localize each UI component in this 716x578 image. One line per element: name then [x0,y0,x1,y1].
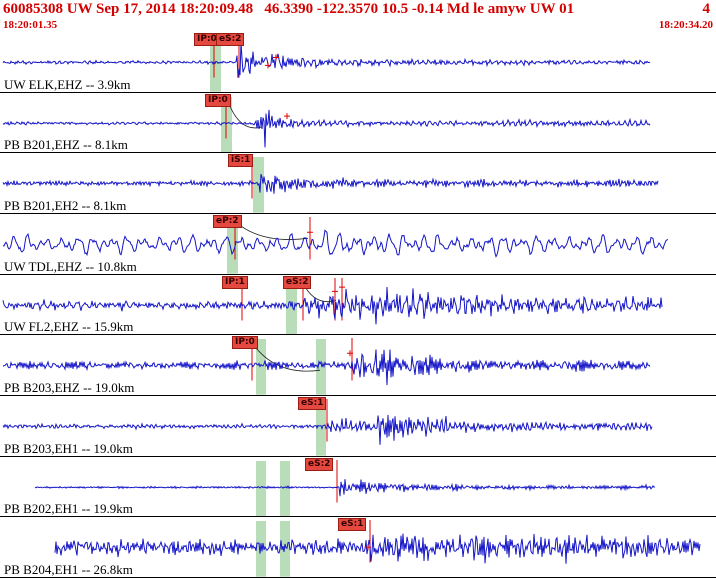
trace-row-4[interactable]: eP:2 UW TDL,EHZ -- 10.8km [0,213,716,275]
trace-row-9[interactable]: eS:1 PB B204,EH1 -- 26.8km [0,517,716,578]
station-label: PB B201,EH2 -- 8.1km [4,197,127,213]
station-label: PB B202,EH1 -- 19.9km [4,501,133,517]
waveform-plot [2,35,651,92]
phase-pick-flag[interactable]: eS:2 [216,33,245,46]
trace-row-7[interactable]: eS:1 PB B203,EH1 -- 19.0km [0,395,716,457]
waveform-plot [2,216,669,274]
arrival-window-band [256,521,266,577]
phase-pick-flag[interactable]: eS:1 [298,396,327,410]
window-start-time: 18:20:01.35 [3,19,58,31]
waveform-plot [34,459,656,517]
arrival-window-band [286,278,297,335]
amplitude-cross-marker[interactable] [307,229,313,236]
station-label: UW TDL,EHZ -- 10.8km [4,258,137,274]
seismogram-trace [2,414,653,445]
header-bar: 60085308 UW Sep 17, 2014 18:20:09.48 46.… [0,0,716,18]
amplitude-cross-marker[interactable] [332,288,338,295]
association-curve [227,101,263,128]
waveform-plot [2,398,653,456]
station-label: PB B201,EHZ -- 8.1km [4,137,128,153]
amplitude-cross-marker[interactable] [347,350,353,357]
trace-list: IP:0 eS:2 UW ELK,EHZ -- 3.9km IP:0 PB B201,E… [0,32,716,578]
arrival-window-band [316,339,326,395]
seismogram-trace [2,229,669,258]
window-end-time: 18:20:34.20 [658,19,713,31]
phase-pick-flag[interactable]: IP:0 [194,33,220,46]
time-range-bar: 18:20:01.35 18:20:34.20 [0,18,716,32]
phase-pick-flag[interactable]: IP:0 [232,336,258,350]
phase-pick-flag[interactable]: IP:0 [205,93,231,107]
amplitude-cross-marker[interactable] [339,283,345,290]
waveform-plot [2,338,651,395]
seismogram-trace [34,478,656,496]
seismogram-trace [2,174,659,195]
waveform-plot [54,520,701,577]
phase-pick-flag[interactable]: eS:2 [305,457,334,471]
trace-row-3[interactable]: iS:1 PB B201,EH2 -- 8.1km [0,153,716,214]
arrival-window-band [316,399,326,456]
phase-pick-flag[interactable]: eS:2 [283,275,312,289]
station-label: PB B204,EH1 -- 26.8km [4,561,133,577]
phase-pick-flag[interactable]: iS:1 [228,154,254,168]
phase-pick-flag[interactable]: eS:1 [338,518,367,532]
association-curve [234,220,309,240]
seismogram-trace [2,286,663,324]
seismogram-trace [2,109,651,148]
trace-row-8[interactable]: eS:2 PB B202,EH1 -- 19.9km [0,456,716,518]
trace-row-5[interactable]: IP:1 eS:2 UW FL2,EHZ -- 15.9km [0,274,716,336]
phase-pick-flag[interactable]: eP:2 [213,214,242,228]
station-label: PB B203,EHZ -- 19.0km [4,379,135,395]
page-number: 4 [702,0,711,17]
arrival-window-band [280,460,290,517]
amplitude-cross-marker[interactable] [365,544,371,551]
arrival-window-band [210,36,221,92]
seismogram-trace [2,42,651,78]
event-summary: 60085308 UW Sep 17, 2014 18:20:09.48 46.… [3,0,575,17]
station-label: PB B203,EH1 -- 19.0km [4,440,133,456]
arrival-window-band [256,460,266,517]
amplitude-cross-marker[interactable] [265,62,271,69]
station-label: UW FL2,EHZ -- 15.9km [4,319,134,335]
trace-row-2[interactable]: IP:0 PB B201,EHZ -- 8.1km [0,92,716,154]
arrival-window-band [256,339,266,395]
trace-row-6[interactable]: IP:0 PB B203,EHZ -- 19.0km [0,335,716,396]
amplitude-cross-marker[interactable] [284,112,290,119]
arrival-window-band [280,521,290,577]
phase-pick-flag[interactable]: IP:1 [222,275,248,289]
arrival-window-band [227,217,238,274]
seismogram-trace [54,533,701,564]
amplitude-cross-marker[interactable] [273,54,279,61]
trace-row-1[interactable]: IP:0 eS:2 UW ELK,EHZ -- 3.9km [0,32,716,93]
station-label: UW ELK,EHZ -- 3.9km [4,76,131,92]
seismogram-trace [2,349,651,386]
